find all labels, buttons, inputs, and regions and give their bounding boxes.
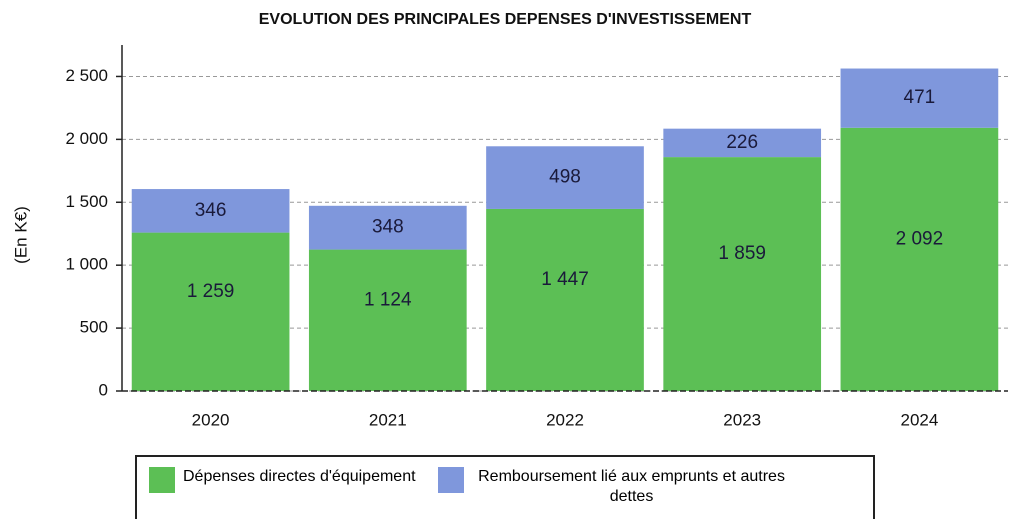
bar-segment (486, 146, 644, 209)
legend: Dépenses directes d'équipement Remboursem… (135, 455, 875, 519)
chart-title: EVOLUTION DES PRINCIPALES DEPENSES D'INV… (259, 11, 752, 28)
legend-label: Dépenses directes d'équipement (183, 468, 416, 485)
bar-segment (663, 128, 822, 158)
value-label: 1 447 (541, 269, 589, 290)
value-label: 2 092 (896, 228, 944, 249)
legend-item: Dépenses directes d'équipement (149, 467, 416, 493)
x-tick-label: 2020 (192, 410, 230, 429)
legend-label: Remboursement lié aux emprunts et autres… (478, 468, 785, 505)
y-tick-label: 500 (80, 318, 108, 337)
x-tick-label: 2021 (369, 410, 407, 429)
y-tick-label: 2 500 (65, 66, 108, 85)
legend-swatch (149, 467, 175, 493)
y-axis-label: (En K€) (11, 206, 30, 264)
bar-segment (840, 68, 999, 128)
y-tick-label: 1 500 (65, 192, 108, 211)
bar-segment (308, 249, 467, 391)
bar-segment (308, 205, 467, 250)
legend-swatch (437, 467, 464, 493)
value-label: 1 859 (718, 243, 766, 264)
legend-item: Remboursement lié aux emprunts et autres… (437, 467, 792, 507)
value-label: 1 259 (187, 281, 235, 302)
value-label: 348 (372, 217, 404, 238)
bar-segment (663, 157, 822, 391)
bar-segment (486, 208, 644, 391)
y-tick-label: 2 000 (65, 129, 108, 148)
x-tick-label: 2022 (546, 410, 584, 429)
value-label: 498 (549, 167, 581, 188)
value-label: 346 (195, 200, 227, 221)
bar-segment (131, 232, 290, 391)
value-label: 226 (726, 132, 758, 153)
bar-segment (840, 127, 999, 391)
value-label: 1 124 (364, 289, 412, 310)
y-tick-label: 1 000 (65, 255, 108, 274)
bar-segment (131, 189, 290, 233)
value-label: 471 (904, 87, 936, 108)
x-tick-label: 2024 (900, 410, 938, 429)
x-tick-label: 2023 (723, 410, 761, 429)
y-tick-label: 0 (99, 380, 108, 399)
